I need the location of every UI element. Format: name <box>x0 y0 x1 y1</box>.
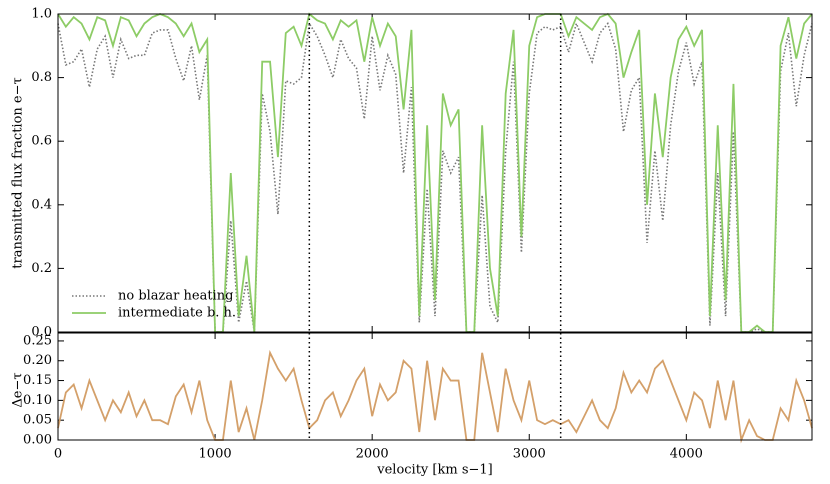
x-tick-label: 2000 <box>356 447 389 462</box>
y-tick-label: 0.6 <box>31 134 52 149</box>
x-tick-label: 1000 <box>199 447 232 462</box>
y-tick-label: 0.25 <box>23 333 52 348</box>
y-tick-label: 0.15 <box>23 373 52 388</box>
y-tick-label: 0.8 <box>31 70 52 85</box>
data-line <box>57 21 813 333</box>
x-axis-label: velocity [km s−1] <box>376 463 492 478</box>
y-tick-label: 0.00 <box>23 433 52 448</box>
y-axis-label: transmitted flux fraction e−τ <box>11 77 26 268</box>
data-line <box>57 349 813 444</box>
data-line <box>57 12 813 333</box>
y-axis-label: Δe−τ <box>11 372 26 407</box>
y-tick-label: 1.0 <box>31 7 52 22</box>
y-tick-label: 0.10 <box>23 393 52 408</box>
y-tick-label: 0.05 <box>23 413 52 428</box>
x-tick-label: 3000 <box>513 447 546 462</box>
y-tick-label: 0.4 <box>31 197 52 212</box>
y-tick-label: 0.0 <box>31 325 52 340</box>
x-tick-label: 4000 <box>670 447 703 462</box>
plot-frame <box>57 13 813 333</box>
legend-label: no blazar heating <box>118 289 233 304</box>
x-tick-label: 0 <box>54 447 62 462</box>
y-tick-label: 0.20 <box>23 353 52 368</box>
plot-frame <box>57 332 813 441</box>
legend-label: intermediate b. h. <box>118 306 236 321</box>
y-tick-label: 0.2 <box>31 261 52 276</box>
